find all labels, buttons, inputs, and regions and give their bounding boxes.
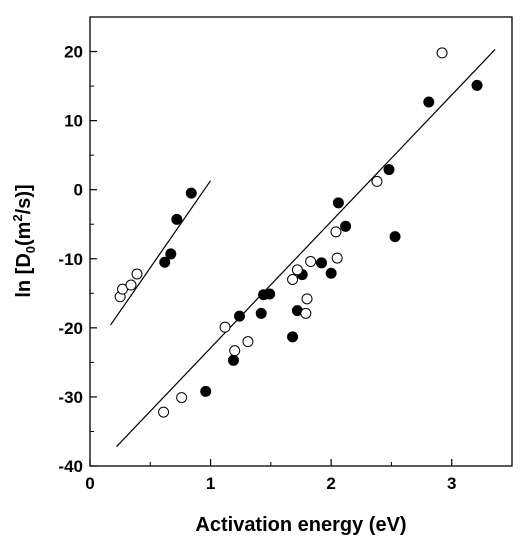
- open-data-point: [436, 47, 448, 59]
- open-data-point: [176, 392, 188, 404]
- open-data-point: [125, 279, 137, 291]
- fit-line: [116, 49, 496, 448]
- x-tick-label: 2: [326, 474, 335, 493]
- filled-data-point: [171, 213, 183, 225]
- y-title-subscript: 0: [23, 246, 38, 253]
- fit-lines: [110, 49, 496, 448]
- open-data-point: [131, 268, 143, 280]
- filled-data-point: [325, 267, 337, 279]
- axis-ticks: [89, 50, 453, 467]
- open-data-point: [300, 307, 312, 319]
- filled-data-point: [234, 310, 246, 322]
- filled-data-point: [332, 197, 344, 209]
- open-data-point: [219, 321, 231, 333]
- filled-data-point: [389, 231, 401, 243]
- x-tick-label: 0: [85, 474, 94, 493]
- plot-frame: [89, 16, 513, 467]
- data-points: [114, 47, 483, 418]
- fit-line: [110, 180, 212, 326]
- x-axis-title: Activation energy (eV): [195, 514, 406, 536]
- filled-data-point: [340, 220, 352, 232]
- y-axis-title: ln [D0(m2/s)]: [10, 184, 38, 297]
- filled-data-point: [227, 354, 239, 366]
- x-tick-label: 1: [206, 474, 215, 493]
- y-tick-label: -40: [58, 457, 83, 476]
- y-tick-label: 20: [64, 43, 83, 62]
- filled-data-point: [287, 331, 299, 343]
- y-tick-label: -20: [58, 319, 83, 338]
- y-tick-label: -30: [58, 388, 83, 407]
- open-data-point: [287, 273, 299, 285]
- open-data-point: [291, 264, 303, 276]
- y-title-superscript: 2: [10, 214, 25, 221]
- open-data-point: [305, 256, 317, 268]
- y-tick-label: -10: [58, 250, 83, 269]
- filled-data-point: [264, 288, 276, 300]
- y-tick-labels: -40 -30 -20 -10 0 10 20: [58, 43, 83, 476]
- filled-data-point: [185, 187, 197, 199]
- open-data-point: [371, 175, 383, 187]
- filled-data-point: [165, 248, 177, 260]
- x-tick-label: 3: [447, 474, 456, 493]
- y-title-mid: (m: [13, 222, 35, 246]
- filled-data-point: [159, 256, 171, 268]
- open-data-point: [301, 293, 313, 305]
- open-data-point: [331, 252, 343, 264]
- filled-data-point: [423, 96, 435, 108]
- filled-data-point: [383, 164, 395, 176]
- filled-data-point: [471, 79, 483, 91]
- filled-data-point: [200, 385, 212, 397]
- open-data-point: [158, 406, 170, 418]
- open-data-point: [229, 345, 241, 357]
- y-title-prefix: ln [D: [13, 253, 35, 297]
- open-data-point: [330, 226, 342, 238]
- filled-data-point: [315, 257, 327, 269]
- y-title-suffix: /s)]: [13, 184, 35, 214]
- filled-data-point: [255, 307, 267, 319]
- y-tick-label: 10: [64, 112, 83, 131]
- open-data-point: [242, 336, 254, 348]
- y-tick-label: 0: [74, 181, 83, 200]
- x-tick-labels: 0 1 2 3: [85, 474, 456, 493]
